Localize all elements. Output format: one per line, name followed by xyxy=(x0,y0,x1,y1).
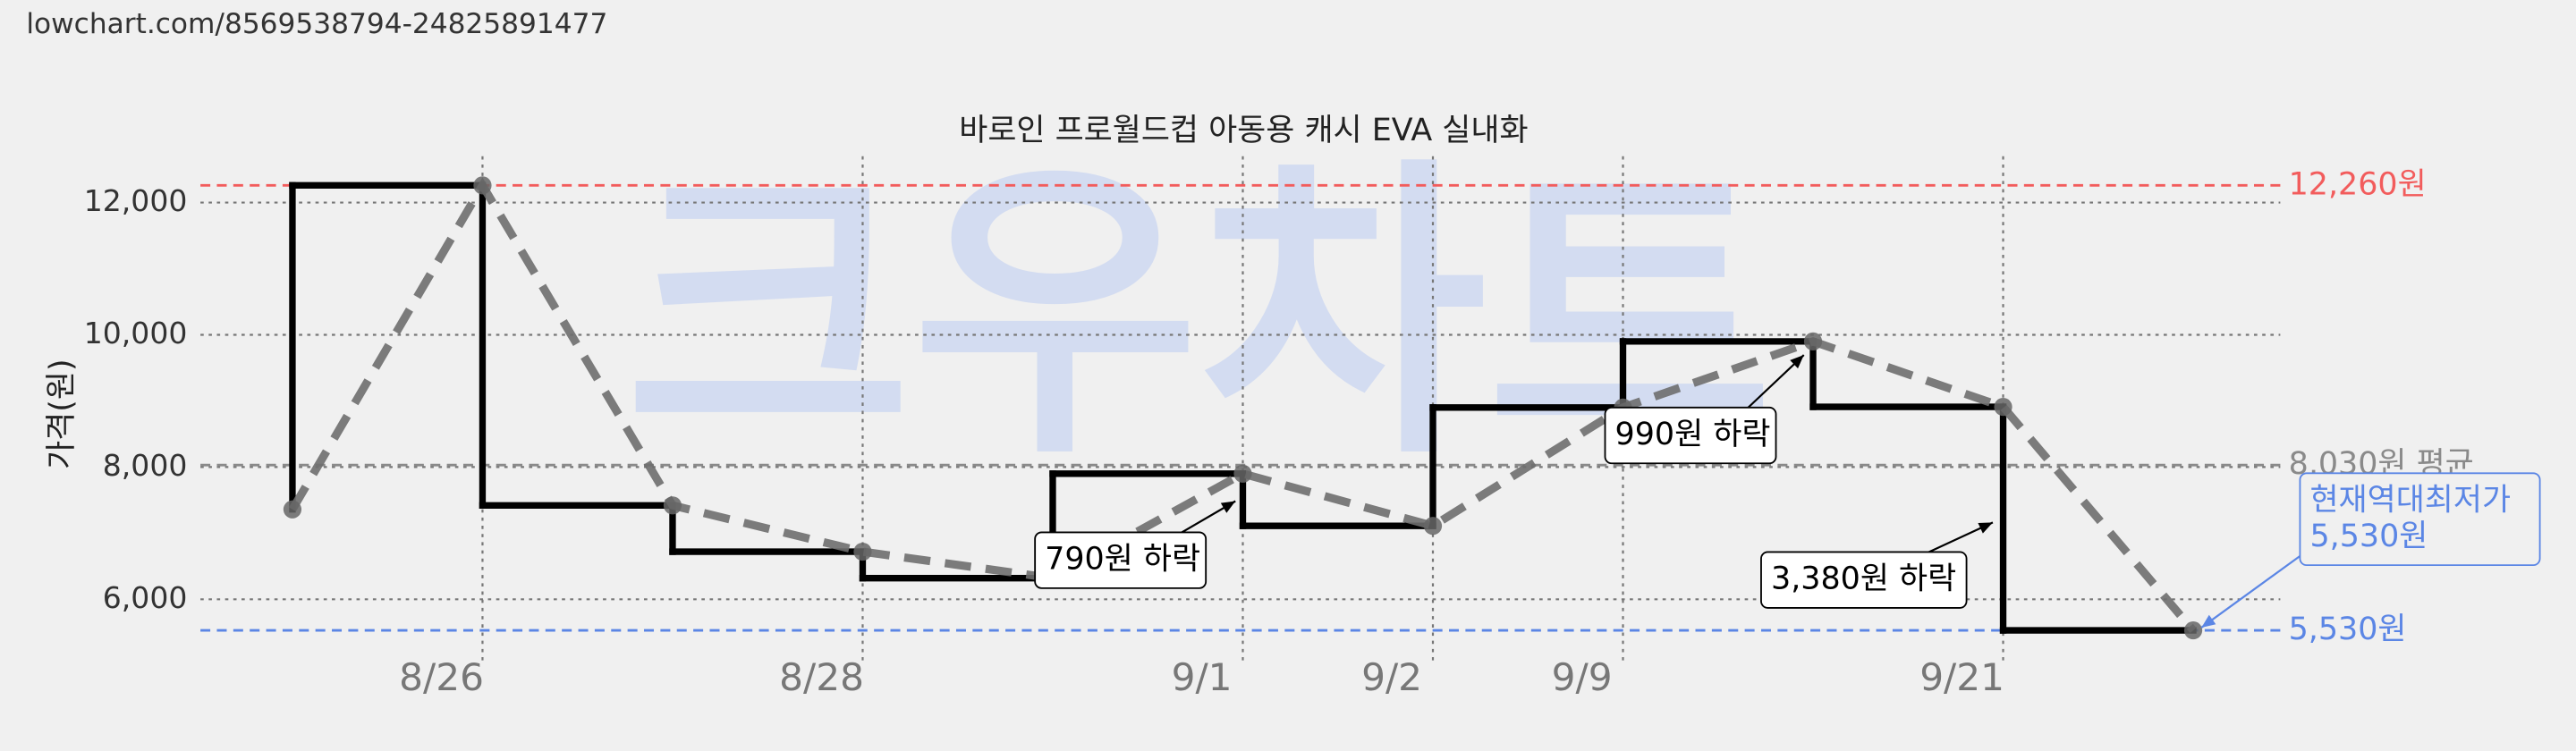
x-tick-label: 8/28 xyxy=(779,655,864,699)
annotation-arrowhead xyxy=(1978,522,1993,534)
annotation: 990원 하락 xyxy=(1604,354,1805,465)
chart-title: 바로인 프로월드컵 아동용 캐시 EVA 실내화 xyxy=(959,113,1528,148)
reference-label: 5,530원 xyxy=(2289,612,2407,647)
price-point xyxy=(1994,397,2012,417)
annotation: 3,380원 하락 xyxy=(1760,521,1994,609)
x-tick-label: 9/9 xyxy=(1552,655,1613,699)
y-tick-label: 12,000 xyxy=(84,183,188,218)
annotation-box xyxy=(1760,551,1968,609)
y-tick-label: 6,000 xyxy=(103,580,188,615)
annotation-arrow xyxy=(2200,553,2304,629)
page-url: lowchart.com/8569538794-24825891477 xyxy=(26,8,607,40)
watermark: 크우차트 xyxy=(625,133,1774,496)
price-point xyxy=(1423,517,1443,536)
price-point xyxy=(1233,464,1252,483)
x-tick-label: 9/21 xyxy=(1919,655,2004,699)
annotation-text: 790원 하락 xyxy=(1045,542,1200,578)
annotation: 790원 하락 xyxy=(1034,500,1236,589)
annotation-text: 3,380원 하락 xyxy=(1771,561,1956,597)
annotation-arrowhead xyxy=(1790,355,1804,369)
x-tick-label: 9/2 xyxy=(1361,655,1422,699)
annotation-arrowhead xyxy=(1220,501,1236,513)
x-tick-label: 9/1 xyxy=(1172,655,1233,699)
price-point xyxy=(473,176,492,195)
price-point xyxy=(663,496,682,515)
annotation-box xyxy=(1604,406,1777,465)
y-tick-label: 8,000 xyxy=(103,448,188,483)
reference-label: 12,260원 xyxy=(2289,166,2427,202)
annotation-text: 990원 하락 xyxy=(1615,417,1771,452)
annotation-arrowhead xyxy=(2201,614,2216,628)
trend-line xyxy=(288,177,2197,634)
annotation-box xyxy=(1034,531,1208,589)
y-axis-label: 가격(원) xyxy=(44,359,80,468)
price-point xyxy=(1803,332,1823,350)
y-tick-label: 10,000 xyxy=(84,316,188,350)
price-point xyxy=(283,500,302,519)
x-tick-label: 8/26 xyxy=(399,655,484,699)
annotation-box xyxy=(2299,472,2541,567)
price-point xyxy=(2183,620,2203,640)
annotation-text: 현재역대최저가 xyxy=(2309,483,2511,519)
price-point xyxy=(853,542,872,561)
annotation-text: 5,530원 xyxy=(2309,519,2428,554)
